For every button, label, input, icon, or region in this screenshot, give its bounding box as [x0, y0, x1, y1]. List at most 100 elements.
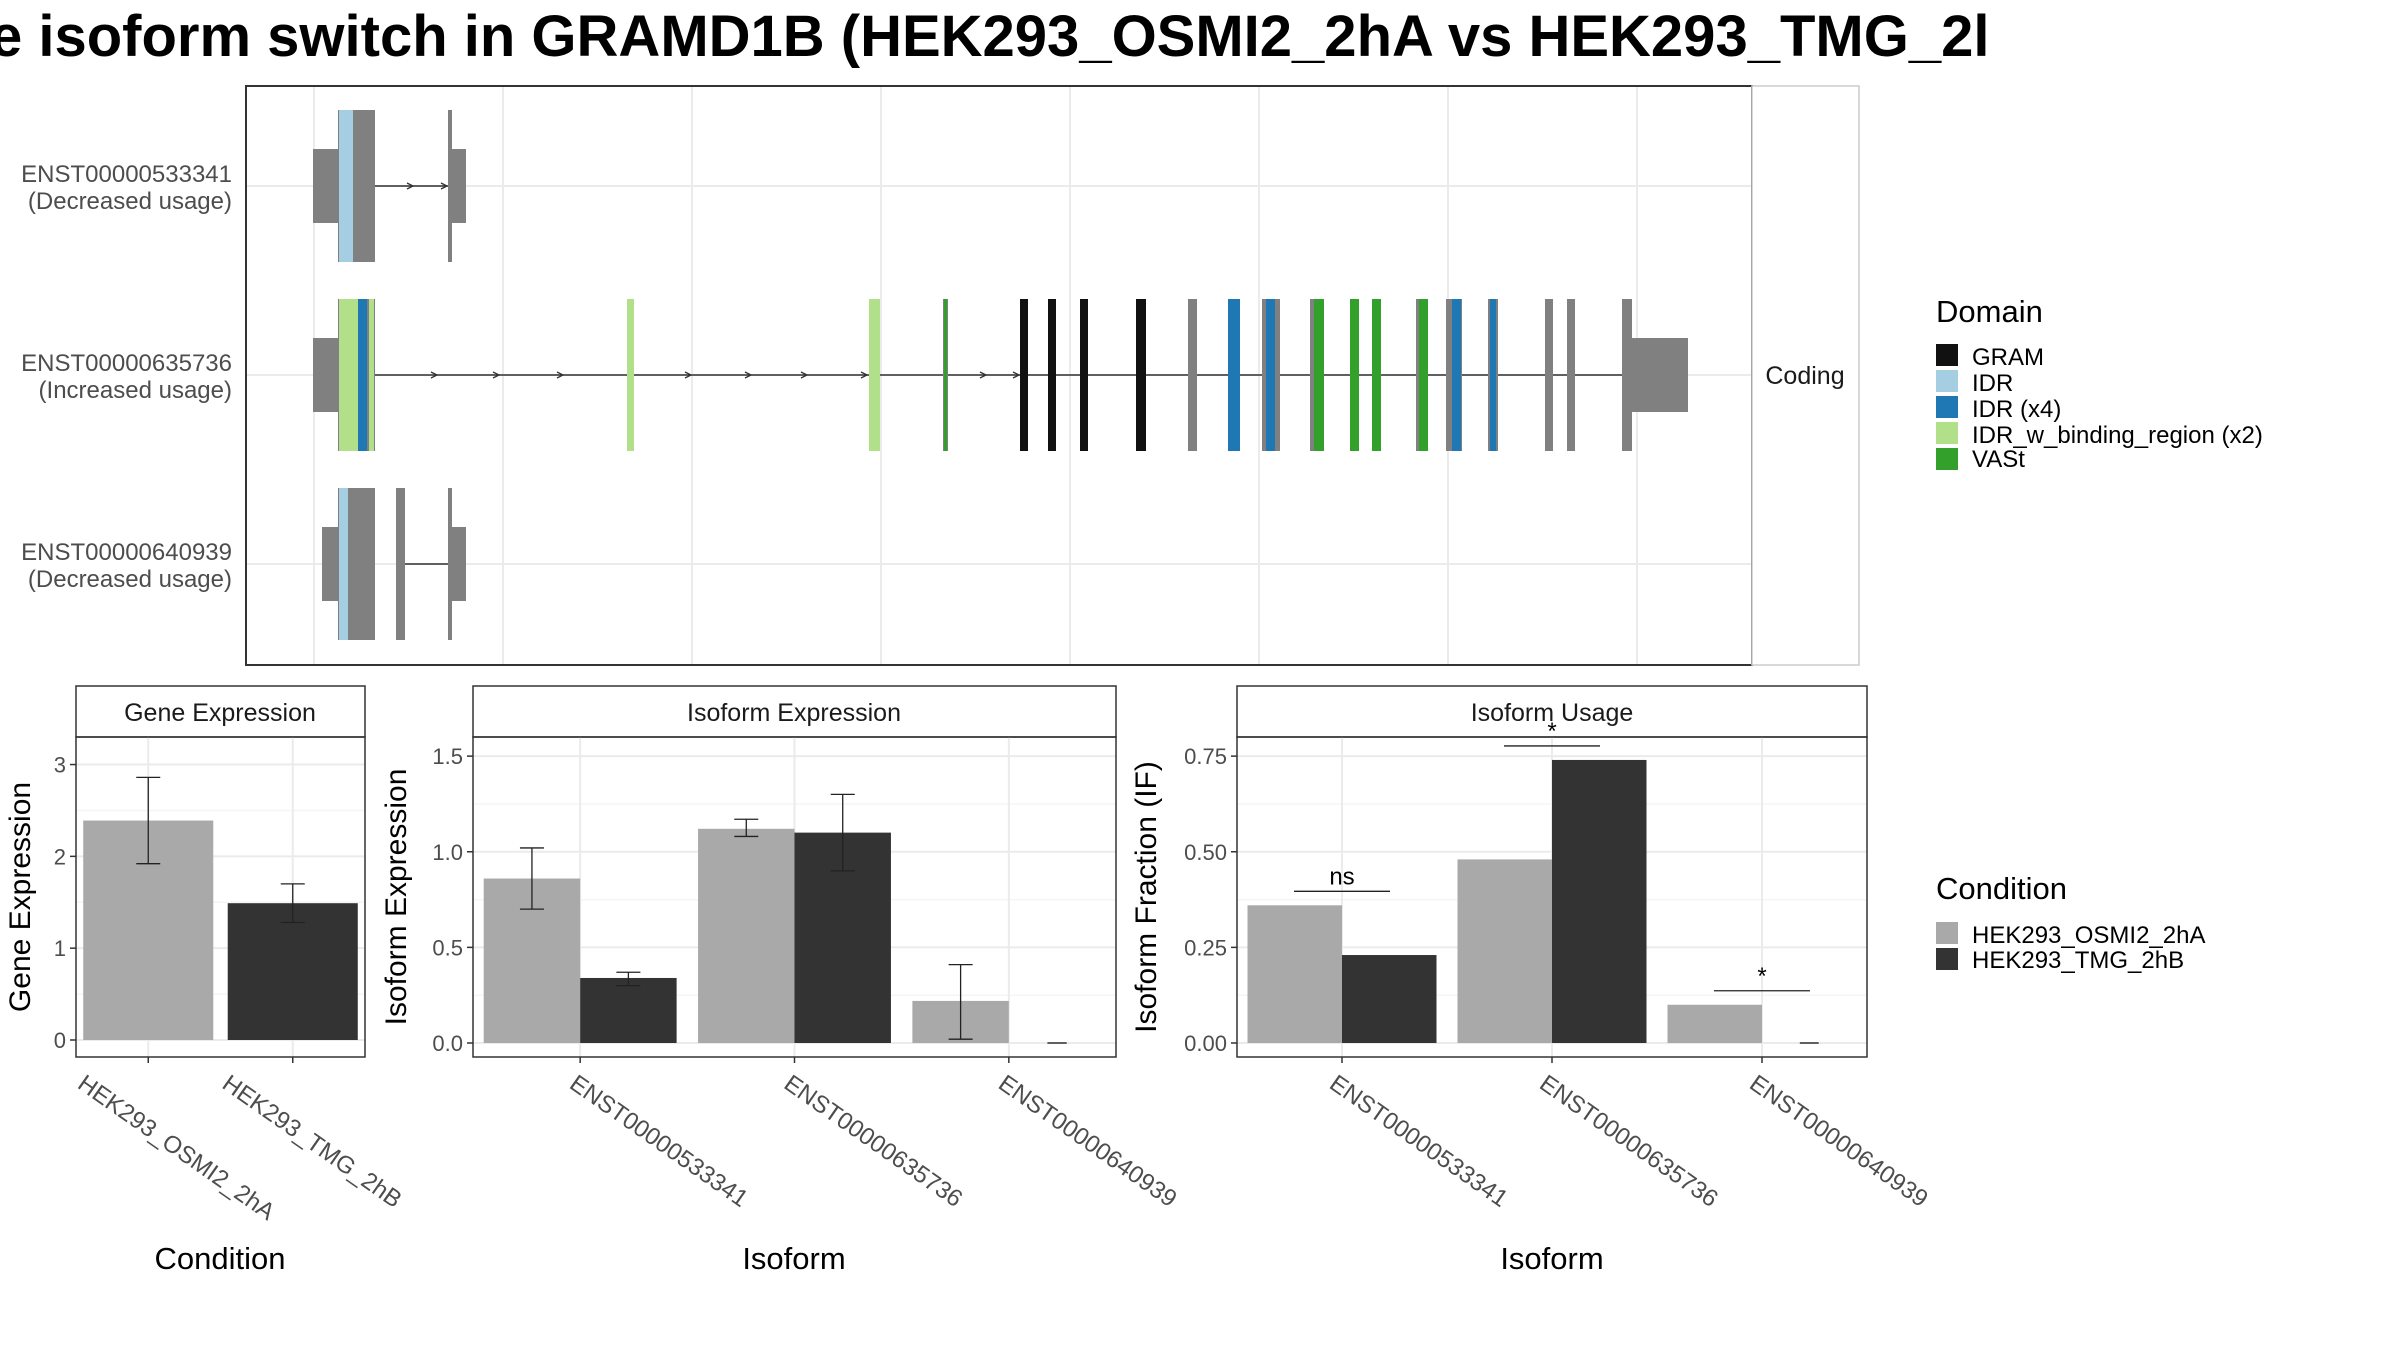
y-tick-label: 0.0 — [432, 1031, 463, 1056]
y-tick-label: 1.0 — [432, 840, 463, 865]
x-tick-label: ENST00000533341 — [565, 1070, 753, 1213]
strand-arrow — [860, 371, 869, 379]
isoform-expression-strip — [472, 685, 1117, 738]
bar — [1247, 905, 1342, 1043]
figure-title: e isoform switch in GRAMD1B (HEK293_OSMI… — [0, 4, 1989, 69]
exon-block — [448, 527, 466, 601]
exon-block — [322, 527, 339, 601]
transcript-label-id: ENST00000533341 — [21, 161, 232, 188]
exon-block — [1567, 299, 1575, 451]
exon-block — [313, 149, 338, 223]
strand-arrow — [430, 371, 439, 379]
exon-block — [1452, 299, 1461, 451]
transcript-label-usage: (Increased usage) — [39, 377, 232, 404]
y-tick-label: 1 — [54, 936, 66, 961]
legend-key-condition-b — [1936, 948, 1958, 970]
exon-block — [1545, 299, 1553, 451]
exon-block — [1136, 299, 1146, 451]
exon-block — [1048, 299, 1056, 451]
bar — [698, 828, 795, 1043]
legend-label-idr-x4: IDR (x4) — [1972, 396, 2061, 423]
strand-arrow — [492, 371, 501, 379]
transcript-label-id: ENST00000635736 — [21, 350, 232, 377]
x-tick-label: ENST00000640939 — [993, 1070, 1181, 1213]
isoform-expression-ylabel: Isoform Expression — [380, 769, 413, 1026]
bar — [580, 977, 677, 1043]
strand-arrow — [1012, 371, 1021, 379]
exon-block — [1314, 299, 1324, 451]
domain-legend: Domain GRAM IDR IDR (x4) IDR_w_binding_r… — [1936, 294, 2263, 473]
x-tick-label: ENST00000640939 — [1745, 1070, 1933, 1213]
isoform-usage-plot-border — [1236, 736, 1868, 1058]
y-tick-label: 0.25 — [1184, 935, 1227, 960]
exon-block — [313, 338, 339, 412]
gene-expression-ylabel: Gene Expression — [4, 782, 37, 1012]
legend-key-idr — [1936, 370, 1958, 392]
exon-block — [396, 488, 405, 640]
exon-block — [369, 299, 374, 451]
bar — [1457, 859, 1552, 1043]
y-tick-label: 1.5 — [432, 744, 463, 769]
transcript-label-usage: (Decreased usage) — [28, 566, 232, 593]
transcript-label-id: ENST00000640939 — [21, 539, 232, 566]
isoform-expression-panel: Isoform Expression 0.0 0.5 1.0 1.5 ENST00000… — [380, 685, 1182, 1276]
y-tick-label: 0.5 — [432, 935, 463, 960]
legend-label-condition-a: HEK293_OSMI2_2hA — [1972, 922, 2205, 949]
isoform-expression-xlabel: Isoform — [742, 1241, 845, 1276]
exon-block — [869, 299, 880, 451]
strand-arrow — [979, 371, 988, 379]
x-tick-label: ENST00000635736 — [779, 1070, 967, 1213]
bar — [1667, 1004, 1762, 1043]
significance-label: * — [1547, 718, 1556, 745]
condition-legend-title: Condition — [1936, 871, 2067, 906]
x-tick-label: ENST00000635736 — [1535, 1070, 1723, 1213]
y-tick-label: 3 — [54, 753, 66, 778]
y-tick-label: 2 — [54, 844, 66, 869]
exon-block — [448, 149, 466, 223]
strand-arrow — [406, 182, 415, 190]
exon-block — [448, 488, 452, 640]
facet-strip — [1751, 85, 1860, 666]
gene-expression-xlabel: Condition — [155, 1241, 286, 1276]
legend-key-idr-x4 — [1936, 396, 1958, 418]
x-tick-label: ENST00000533341 — [1325, 1070, 1513, 1213]
transcript-features — [313, 110, 1688, 640]
exon-block — [1188, 299, 1197, 451]
gene-expression-strip — [75, 685, 366, 738]
gene-expression-plot-border — [75, 736, 366, 1058]
exon-block — [358, 299, 367, 451]
exon-block — [448, 110, 452, 262]
exon-block — [1228, 299, 1240, 451]
isoform-expression-panel-title: Isoform Expression — [687, 699, 901, 727]
legend-label-idr-binding: IDR_w_binding_region (x2) — [1972, 422, 2263, 449]
significance-label: * — [1757, 963, 1766, 990]
bar — [1342, 955, 1437, 1043]
gene-expression-panel-title: Gene Expression — [124, 699, 316, 727]
y-tick-label: 0.00 — [1184, 1031, 1227, 1056]
legend-key-gram — [1936, 344, 1958, 366]
strand-arrow — [556, 371, 565, 379]
condition-legend: Condition HEK293_OSMI2_2hA HEK293_TMG_2h… — [1936, 871, 2205, 974]
exon-block — [339, 110, 353, 262]
exon-block — [339, 299, 359, 451]
isoform-expression-plot-border — [472, 736, 1117, 1058]
isoform-usage-panel-title: Isoform Usage — [1471, 699, 1634, 727]
exon-block — [1266, 299, 1275, 451]
strand-arrow — [800, 371, 809, 379]
isoform-usage-panel: Isoform Usage 0.00 0.25 0.50 0.75 ENST000005… — [1130, 685, 1933, 1276]
transcript-structure-panel: Coding ENST00000533341 (Decreased usage)… — [21, 85, 1860, 666]
facet-label: Coding — [1765, 362, 1844, 390]
bar — [1552, 759, 1647, 1043]
exon-block — [1080, 299, 1088, 451]
exon-block — [1419, 299, 1428, 451]
y-tick-label: 0 — [54, 1028, 66, 1053]
legend-label-condition-b: HEK293_TMG_2hB — [1972, 947, 2184, 974]
significance-label: ns — [1329, 863, 1354, 890]
legend-label-gram: GRAM — [1972, 344, 2044, 371]
transcript-label-usage: (Decreased usage) — [28, 188, 232, 215]
domain-legend-title: Domain — [1936, 294, 2043, 329]
exon-block — [1350, 299, 1359, 451]
strand-arrow — [744, 371, 753, 379]
